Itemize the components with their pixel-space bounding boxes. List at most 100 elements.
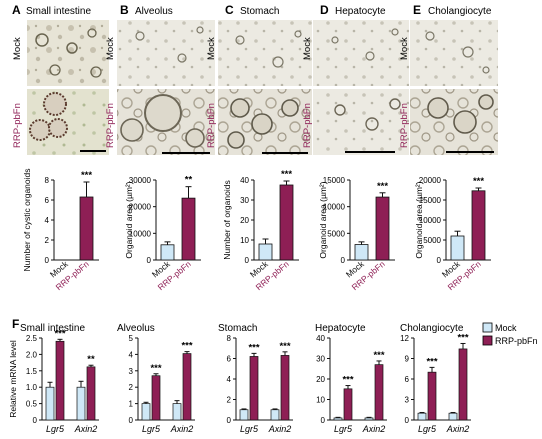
- bar-mock: [354, 244, 369, 261]
- x-tick-label: Lgr5: [418, 424, 437, 434]
- organoid-blob: [365, 51, 375, 61]
- panel-title-c: Stomach: [240, 6, 279, 17]
- organoid-blob: [462, 46, 474, 58]
- significance-label: ***: [281, 169, 292, 180]
- bar-rrp-pbfn-lgr5: [151, 375, 161, 421]
- micrograph-e: [410, 20, 498, 155]
- bar-mock-lgr5: [45, 386, 55, 421]
- y-tick-label: 1.5: [26, 367, 38, 376]
- y-tick-label: 2.5: [26, 334, 38, 343]
- x-tick-label: Axin2: [74, 424, 98, 434]
- chart-title: Cholangiocyte: [400, 323, 464, 334]
- micrograph-b-mock: [117, 20, 215, 86]
- organoid-blob: [196, 26, 204, 34]
- y-tick-label: 40: [240, 176, 249, 185]
- bar-mock: [450, 235, 465, 261]
- large-organoid: [120, 118, 144, 142]
- micrograph-a-mock: [27, 20, 109, 86]
- x-tick-label: Axin2: [362, 424, 386, 434]
- y-tick-label: 0: [341, 256, 346, 265]
- y-tick-label: 10000: [419, 216, 442, 225]
- row-label-mock-e: Mock: [399, 37, 410, 60]
- panel-letter-e: E: [413, 3, 421, 17]
- bar-mock: [160, 244, 175, 261]
- significance-label: ***: [377, 181, 388, 192]
- significance-label: ***: [181, 341, 192, 352]
- y-tick-label: 20000: [419, 176, 442, 185]
- chart-title: Small intestine: [20, 323, 85, 334]
- panel-d-header: D Hepatocyte: [320, 3, 386, 17]
- row-label-mock-a: Mock: [12, 37, 23, 60]
- organoid-blob: [272, 56, 284, 68]
- micrograph-a: [27, 20, 109, 155]
- y-tick-label: 4: [227, 375, 232, 384]
- y-axis-label: Organoid area (µm²): [124, 181, 134, 258]
- y-tick-label: 0: [45, 256, 50, 265]
- organoid-blob: [177, 53, 187, 63]
- y-tick-label: 0: [129, 416, 134, 425]
- significance-label: **: [87, 354, 95, 365]
- organoid-blob: [482, 66, 490, 74]
- y-tick-label: 4: [45, 216, 50, 225]
- row-label-mock-c: Mock: [206, 37, 217, 60]
- bar-rrp-pbfn-axin2: [280, 355, 290, 421]
- bar-mock-lgr5: [239, 409, 249, 421]
- row-label-treated-b: RRP-pbFn: [105, 103, 116, 148]
- y-tick-label: 3: [129, 367, 134, 376]
- bar-rrp-pbfn-axin2: [86, 366, 96, 421]
- x-tick-label: Axin2: [446, 424, 470, 434]
- panel-title-d: Hepatocyte: [335, 6, 386, 17]
- y-axis-label: Relative mRNA level: [8, 340, 18, 418]
- y-tick-label: 15000: [323, 176, 346, 185]
- bar-mock-lgr5: [417, 412, 427, 421]
- y-tick-label: 10000: [323, 203, 346, 212]
- bar-rrp-pbfn-axin2: [374, 364, 384, 421]
- x-tick-label: Lgr5: [240, 424, 259, 434]
- large-organoid: [251, 113, 273, 135]
- y-tick-label: 1.0: [26, 383, 38, 392]
- y-tick-label: 5: [129, 334, 134, 343]
- y-tick-label: 0: [245, 256, 250, 265]
- y-tick-label: 40: [316, 334, 325, 343]
- organoid-blob: [87, 28, 97, 38]
- y-axis-label: Number of organoids: [222, 180, 232, 259]
- panel-letter-d: D: [320, 3, 329, 17]
- row-label-treated-c: RRP-pbFn: [206, 103, 217, 148]
- micrograph-b: [117, 20, 215, 155]
- y-tick-label: 6: [227, 355, 232, 364]
- organoid-blob: [49, 64, 61, 76]
- x-tick-label: Axin2: [170, 424, 194, 434]
- y-tick-label: 6: [45, 196, 50, 205]
- y-tick-label: 10000: [129, 229, 152, 238]
- micrograph-d-mock: [313, 20, 409, 86]
- y-tick-label: 30: [316, 355, 325, 364]
- organoid-blob: [294, 30, 302, 38]
- bar-rrp-pbfn: [181, 197, 196, 261]
- row-label-mock-d: Mock: [302, 37, 313, 60]
- significance-label: ***: [248, 342, 259, 353]
- organoid-blob: [389, 98, 401, 110]
- significance-label: ***: [279, 341, 290, 352]
- bar-rrp-pbfn-lgr5: [249, 356, 259, 421]
- y-tick-label: 3: [405, 396, 410, 405]
- bar-rrp-pbfn: [279, 184, 294, 261]
- bar-mock-axin2: [364, 417, 374, 421]
- bar-rrp-pbfn-lgr5: [427, 371, 437, 421]
- y-tick-label: 2: [45, 236, 50, 245]
- y-tick-label: 2.0: [26, 350, 38, 359]
- micrograph-c-mock: [218, 20, 312, 86]
- organoid-blob: [35, 33, 49, 47]
- panel-c-header: C Stomach: [225, 3, 279, 17]
- significance-label: ***: [473, 176, 484, 187]
- bar-rrp-pbfn: [79, 196, 94, 261]
- y-tick-label: 0.5: [26, 400, 38, 409]
- x-tick-label: Lgr5: [46, 424, 65, 434]
- bar-mock: [258, 243, 273, 261]
- cystic-organoid: [43, 92, 67, 116]
- legend-swatch-treated: [482, 335, 493, 346]
- bar-rrp-pbfn-lgr5: [343, 388, 353, 421]
